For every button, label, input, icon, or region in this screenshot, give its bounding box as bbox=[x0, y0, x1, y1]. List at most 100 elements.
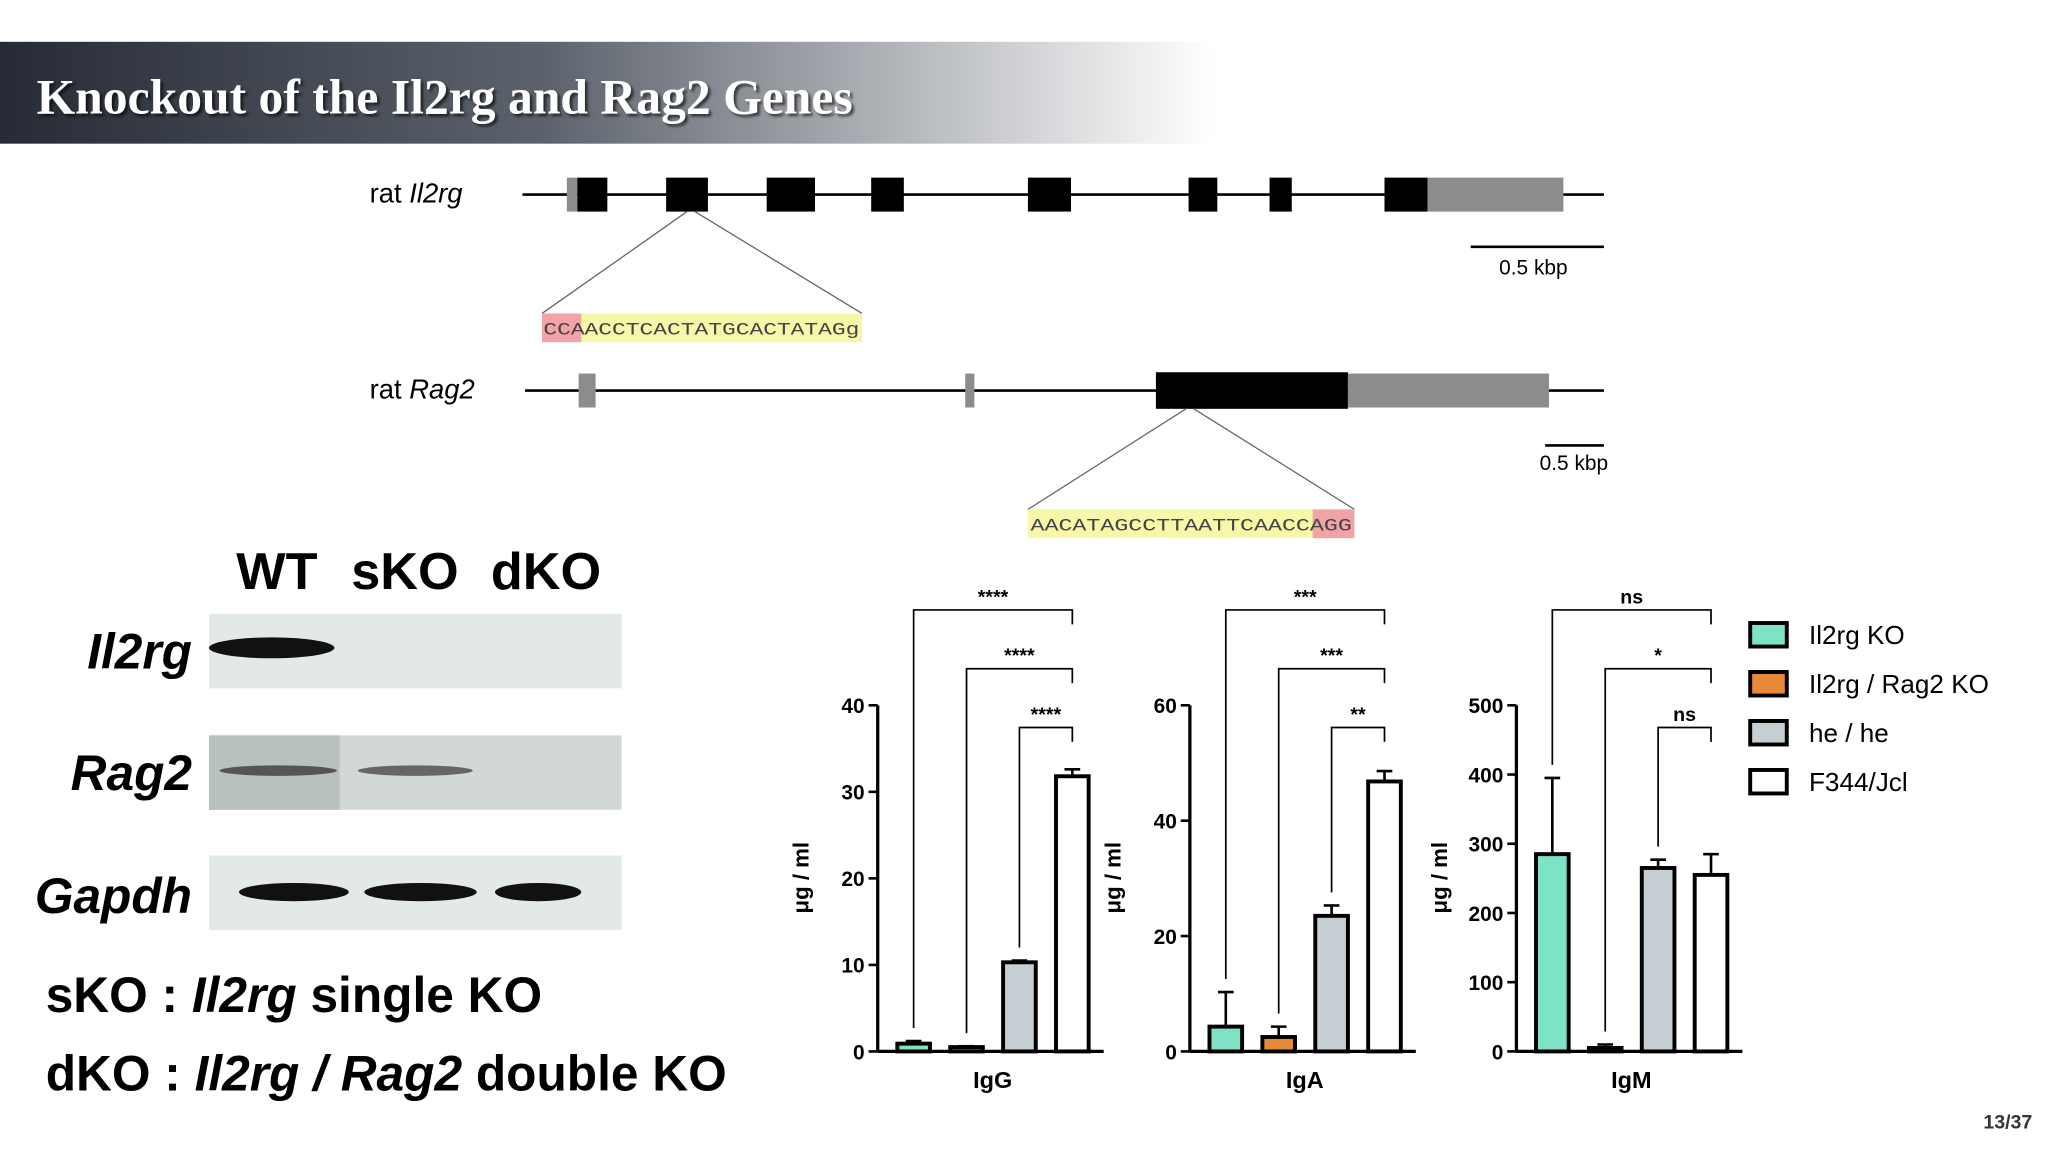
gel-band bbox=[364, 882, 477, 902]
label-part: Il2rg bbox=[409, 177, 462, 208]
gene-rag2: rat Rag2 0.5 kbp AACATAGCCTTAATTCAACC AGG bbox=[370, 372, 1608, 539]
utr bbox=[1427, 177, 1564, 212]
y-tick-label: 0 bbox=[1492, 1041, 1504, 1064]
zoom-line bbox=[1027, 408, 1187, 510]
note-part: dKO : bbox=[46, 1046, 195, 1102]
gel-band bbox=[357, 765, 473, 776]
pam-bg bbox=[542, 313, 582, 343]
sequence: AACATAGCCTTAATTCAACC AGG bbox=[1031, 516, 1352, 536]
sequence-bg bbox=[1027, 509, 1355, 539]
legend-label: Il2rg / Rag2 KO bbox=[1809, 669, 1989, 699]
y-axis-label: μg / ml bbox=[788, 842, 813, 914]
significance-label: ** bbox=[1350, 704, 1366, 726]
scale-label: 0.5 kbp bbox=[1540, 452, 1608, 475]
exon bbox=[666, 177, 708, 212]
significance-bracket bbox=[912, 609, 1074, 1028]
note: sKO : Il2rg single KO bbox=[46, 967, 542, 1023]
lane-label: sKO bbox=[351, 543, 458, 601]
label-part: rat bbox=[370, 177, 410, 208]
zoom-line bbox=[541, 211, 688, 315]
utr bbox=[965, 373, 975, 408]
scale-label: 0.5 kbp bbox=[1499, 256, 1567, 279]
gel-band bbox=[219, 765, 337, 776]
note-part: single KO bbox=[297, 967, 542, 1023]
gel-band bbox=[208, 637, 335, 659]
exon bbox=[1188, 177, 1218, 212]
gene-label: rat Il2rg bbox=[370, 177, 463, 208]
gene-il2rg: rat Il2rg 0.5 kbp CCA ACCTCACTATGCACTATAG… bbox=[370, 177, 1604, 343]
y-axis-label: μg / ml bbox=[1427, 842, 1452, 914]
gel-band bbox=[495, 882, 582, 902]
exon bbox=[1155, 372, 1348, 409]
x-axis-label: IgM bbox=[1611, 1067, 1651, 1093]
row-label: Gapdh bbox=[35, 868, 192, 924]
note-part: sKO : bbox=[46, 967, 192, 1023]
note-part: Il2rg / Rag2 bbox=[195, 1046, 463, 1102]
significance-label: *** bbox=[1294, 586, 1317, 608]
significance-bracket bbox=[1604, 667, 1712, 1032]
gene-label: rat Rag2 bbox=[370, 373, 475, 404]
row-label: Rag2 bbox=[71, 745, 193, 801]
sequence: CCA ACCTCACTATGCACTATAGg bbox=[543, 320, 859, 340]
y-tick-label: 60 bbox=[1154, 695, 1177, 718]
exon bbox=[871, 177, 904, 212]
y-tick-label: 300 bbox=[1469, 834, 1504, 857]
significance-label: **** bbox=[978, 586, 1009, 608]
bar bbox=[1001, 960, 1038, 1054]
utr bbox=[1347, 373, 1550, 408]
significance-label: ns bbox=[1620, 586, 1643, 608]
exon bbox=[1027, 177, 1072, 212]
exon bbox=[1384, 177, 1428, 212]
significance-bracket bbox=[965, 667, 1074, 1034]
note-part: Il2rg bbox=[192, 967, 297, 1023]
pam-bg bbox=[1312, 509, 1355, 539]
significance-label: **** bbox=[1004, 645, 1035, 667]
bar bbox=[895, 1041, 932, 1054]
header-bar bbox=[0, 41, 1215, 144]
bar bbox=[1207, 1024, 1245, 1054]
bar bbox=[1260, 1035, 1297, 1054]
y-tick-label: 20 bbox=[841, 868, 864, 891]
y-tick-label: 10 bbox=[841, 955, 864, 978]
legend-swatch bbox=[1748, 768, 1789, 796]
legend-label: Il2rg KO bbox=[1809, 620, 1905, 650]
legend-label: he / he bbox=[1809, 718, 1889, 748]
exon bbox=[1269, 177, 1292, 212]
y-tick-label: 100 bbox=[1469, 972, 1504, 995]
x-axis-label: IgA bbox=[1286, 1067, 1324, 1093]
significance-label: **** bbox=[1031, 704, 1062, 726]
note: dKO : Il2rg / Rag2 double KO bbox=[46, 1046, 727, 1102]
y-tick-label: 0 bbox=[1165, 1041, 1177, 1064]
significance-bracket bbox=[1224, 609, 1386, 979]
legend-swatch bbox=[1748, 719, 1789, 747]
significance-label: * bbox=[1654, 645, 1662, 667]
significance-label: ns bbox=[1673, 704, 1696, 726]
legend-swatch bbox=[1748, 670, 1789, 698]
legend-swatch bbox=[1748, 621, 1789, 649]
lane-label: dKO bbox=[491, 543, 601, 601]
significance-bracket bbox=[1657, 726, 1712, 847]
note-part: double KO bbox=[462, 1046, 727, 1102]
sequence-part: ACCTCACTATGCACTATAGg bbox=[585, 320, 860, 340]
sequence-part: AACATAGCCTTAATTCAACC bbox=[1031, 516, 1310, 536]
bar bbox=[1586, 1046, 1624, 1054]
bar-chart: 0 10 20 30 40 IgG μg / ml **** **** **** bbox=[788, 586, 1104, 1093]
gel: WT sKO dKO Il2rg Rag2 Gapdh sKO : Il2rg … bbox=[35, 543, 727, 1102]
label-part: rat bbox=[370, 373, 410, 404]
utr bbox=[578, 373, 596, 408]
slide-title: Knockout of the Il2rg and Rag2 Genes bbox=[37, 70, 853, 125]
y-axis-label: μg / ml bbox=[1101, 842, 1126, 914]
bar bbox=[1692, 872, 1730, 1054]
y-tick-label: 20 bbox=[1154, 926, 1177, 949]
legend-label: F344/Jcl bbox=[1809, 767, 1908, 797]
bar bbox=[948, 1045, 985, 1054]
exon bbox=[577, 177, 608, 212]
significance-bracket bbox=[1277, 667, 1386, 1014]
bar bbox=[1054, 774, 1091, 1054]
y-tick-label: 400 bbox=[1469, 764, 1504, 787]
sequence-bg bbox=[542, 313, 863, 343]
bar bbox=[1313, 913, 1350, 1054]
gel-band bbox=[239, 882, 349, 902]
